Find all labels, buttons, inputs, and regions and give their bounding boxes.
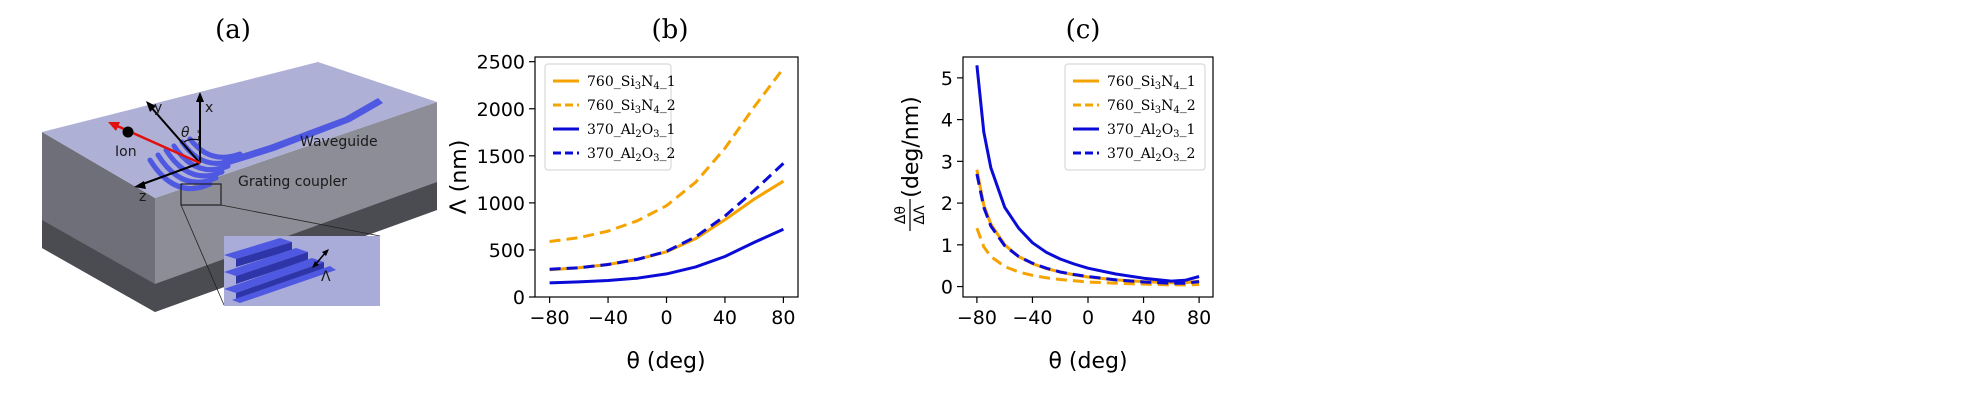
chart-c-xtick-label: −40 (1012, 307, 1052, 329)
panel-label-c: (c) (1066, 15, 1101, 45)
theta-arc (183, 138, 200, 143)
label-axis-x: x (205, 100, 213, 116)
zoom-region (180, 183, 222, 206)
chart-c-ytick-label: 2 (941, 193, 953, 215)
chart-b-series-760_Si3N4_1 (549, 179, 785, 272)
chart-c-legend-label: 760_Si3N4_1 (1107, 74, 1196, 92)
chart-c-y-label-unit: (deg/nm) (899, 96, 924, 197)
chart-b-legend-box (544, 63, 672, 171)
chart-c-y-label-numerator: Δθ (893, 206, 909, 224)
chart-b-ytick-label: 2000 (477, 99, 525, 121)
chart-c-ytick-label: 5 (941, 68, 953, 90)
period-arrowhead-1 (322, 249, 329, 256)
chart-c-ytick-label: 4 (941, 110, 953, 132)
label-axis-y: y (154, 100, 162, 116)
chart-c-legend-label: 370_Al2O3_2 (1107, 146, 1195, 164)
chart-c-legend-box (1064, 63, 1206, 171)
axis-x-arrowhead (196, 92, 204, 102)
chart-b-legend-label: 760_Si3N4_2 (587, 98, 676, 116)
chart-b-legend-label: 760_Si3N4_1 (587, 74, 676, 92)
chart-c-ytick-label: 3 (941, 151, 953, 173)
chart-c-xtick-label: 80 (1187, 307, 1211, 329)
chart-c-xtick-label: −80 (957, 307, 997, 329)
label-ion: Ion (115, 144, 137, 160)
device-schematic: Waveguide Grating coupler Ion x y z θ Λ (42, 62, 437, 312)
chart-b-ytick-label: 0 (513, 287, 525, 309)
chart-c-y-ticks: 0 1 2 3 4 5 (941, 68, 963, 299)
chart-b-series-370_Al2O3_2 (549, 162, 785, 271)
chart-b-legend-label: 370_Al2O3_1 (587, 122, 675, 140)
chart-b-lines (549, 67, 785, 285)
zoom-leader-2 (220, 204, 381, 237)
inset-grating-ridges (224, 238, 336, 303)
chart-b-ytick-label: 1500 (477, 146, 525, 168)
chart-c-ytick-label: 1 (941, 235, 953, 257)
chart-b-ytick-label: 2500 (477, 52, 525, 74)
chart-c-x-ticks: −80 −40 0 40 80 (957, 297, 1211, 329)
ion (122, 126, 134, 138)
grating-coupler (147, 136, 243, 191)
chip-side-left (42, 132, 155, 312)
axis-z-arrowhead (134, 181, 146, 189)
chart-b-x-ticks: −80 −40 0 40 80 (530, 297, 795, 329)
chart-c-legend: 760_Si3N4_1 760_Si3N4_2 370_Al2O3_1 370_Al2… (1064, 63, 1206, 171)
chip-base-strip (42, 182, 437, 312)
chart-c-series-370_Al2O3_2 (975, 173, 1200, 285)
chart-b-y-axis-label: Λ (nm) (447, 140, 472, 215)
chart-b-legend: 760_Si3N4_1 760_Si3N4_2 370_Al2O3_1 370_Al2… (544, 63, 676, 171)
chart-b-legend-label: 370_Al2O3_2 (587, 146, 675, 164)
chip-top-surface (42, 62, 437, 198)
chart-b-xtick-label: −80 (530, 307, 570, 329)
chart-b-x-axis-label: θ (deg) (626, 349, 705, 374)
chart-c-ytick-label: 0 (941, 277, 953, 299)
chart-b-series-370_Al2O3_1 (549, 227, 785, 285)
beam-arrowhead (108, 122, 120, 131)
label-grating-coupler: Grating coupler (238, 174, 347, 190)
zoom-leader-1 (180, 204, 225, 306)
chart-c-y-label-denominator: ΔΛ (912, 205, 928, 225)
label-period: Λ (321, 269, 331, 285)
chart-c-legend-label: 370_Al2O3_1 (1107, 122, 1195, 140)
chart-b-series-760_Si3N4_2 (549, 67, 785, 243)
chart-c-lines (975, 65, 1200, 287)
period-arrowhead-2 (312, 261, 319, 268)
axis-y-arrowhead (146, 101, 156, 112)
label-waveguide: Waveguide (300, 134, 378, 150)
chart-b-y-ticks: 0 500 1000 1500 2000 2500 (477, 52, 535, 309)
chart-c-series-760_Si3N4_1 (975, 169, 1200, 285)
chart-c-y-axis-label: Δθ ΔΛ (deg/nm) (893, 96, 928, 231)
chart-c-xtick-label: 40 (1131, 307, 1155, 329)
chart-c-xtick-label: 0 (1082, 307, 1094, 329)
panel-label-b: (b) (652, 15, 689, 45)
waveguide (222, 98, 383, 166)
chart-c-series-760_Si3N4_2 (975, 227, 1200, 287)
panel-label-a: (a) (215, 15, 251, 45)
chart-b-xtick-label: 80 (771, 307, 795, 329)
chart-b-ytick-label: 1000 (477, 193, 525, 215)
label-theta: θ (181, 125, 190, 141)
chart-b: −80 −40 0 40 80 0 500 1000 1500 2000 2500 760_Si3… (447, 52, 799, 374)
label-axis-z: z (139, 189, 146, 205)
chart-b-xtick-label: 40 (713, 307, 737, 329)
chart-b-xtick-label: −40 (588, 307, 628, 329)
coordinate-axes (139, 98, 201, 186)
chart-b-ytick-label: 500 (489, 240, 525, 262)
chart-b-xtick-label: 0 (660, 307, 672, 329)
chart-c-x-axis-label: θ (deg) (1048, 349, 1127, 374)
chart-c-series-370_Al2O3_1 (975, 65, 1200, 283)
chart-c-legend-label: 760_Si3N4_2 (1107, 98, 1196, 116)
